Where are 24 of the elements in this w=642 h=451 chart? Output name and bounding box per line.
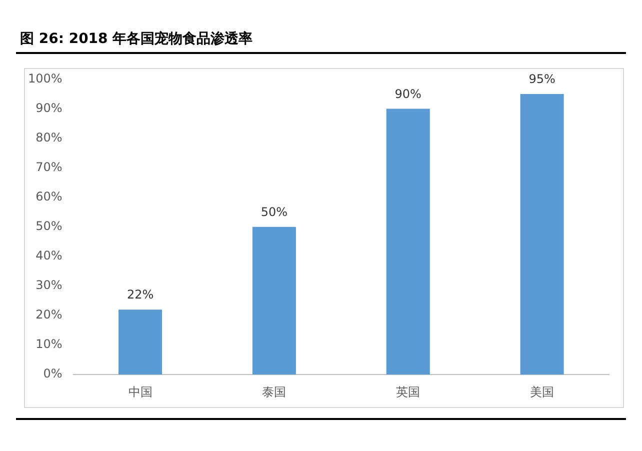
data-label: 22% [126, 288, 154, 302]
y-tick-label: 10% [36, 337, 62, 352]
x-tick-label: 泰国 [262, 384, 286, 399]
y-tick-label: 70% [36, 160, 62, 174]
y-tick-label: 50% [36, 219, 62, 234]
y-tick-label: 20% [36, 308, 62, 322]
bar [386, 108, 430, 375]
x-tick-label: 中国 [128, 384, 152, 399]
data-label: 90% [394, 86, 422, 101]
y-tick-label: 80% [36, 130, 62, 144]
y-tick-label: 30% [36, 278, 62, 292]
y-tick-label: 60% [36, 189, 62, 204]
bar [520, 94, 564, 375]
y-tick-label: 100% [28, 71, 62, 86]
chart-title: 图 26: 2018 年各国宠物食品渗透率 [16, 8, 626, 54]
data-label: 95% [528, 72, 556, 86]
y-tick-label: 40% [36, 248, 62, 263]
x-tick-label: 英国 [396, 384, 420, 399]
data-label: 50% [260, 205, 288, 220]
x-tick-label: 美国 [530, 384, 554, 399]
y-tick-label: 90% [36, 100, 62, 115]
bar [118, 310, 162, 375]
y-tick-label: 0% [43, 366, 62, 381]
bar [252, 226, 296, 375]
